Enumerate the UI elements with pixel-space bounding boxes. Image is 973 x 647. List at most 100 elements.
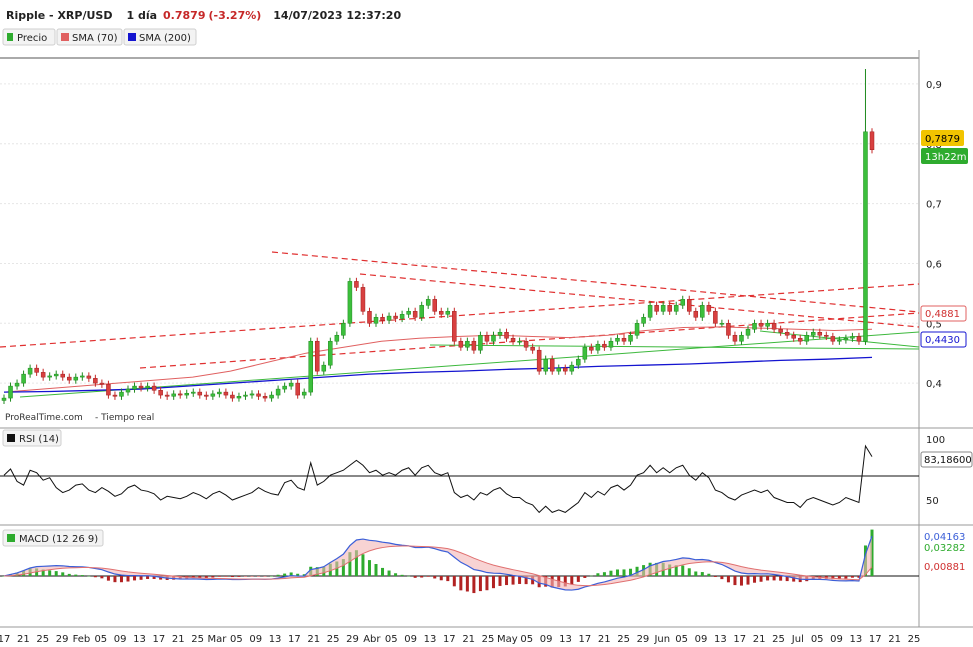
candle <box>536 346 542 375</box>
macd-histogram-bar <box>198 576 202 578</box>
candle <box>93 374 98 387</box>
timer-badge <box>921 148 968 164</box>
candle <box>510 334 516 345</box>
macd-histogram-bar <box>126 576 130 582</box>
candle <box>145 382 150 392</box>
macd-histogram-bar <box>792 576 796 582</box>
candle <box>719 319 725 327</box>
candle <box>797 334 803 345</box>
rsi-legend-label: RSI (14) <box>19 434 59 445</box>
candle <box>249 390 255 399</box>
candle <box>667 301 672 315</box>
x-axis-label: 29 <box>346 634 359 645</box>
candle <box>863 68 868 345</box>
macd-histogram-bar <box>531 576 535 585</box>
x-axis-label: 05 <box>385 634 398 645</box>
candle <box>99 379 105 388</box>
x-axis-label: 13 <box>559 634 572 645</box>
support-line-horizontal <box>429 344 920 350</box>
candle <box>80 372 85 381</box>
macd-line <box>3 535 873 591</box>
rsi-value-badge-text: 83,18600 <box>924 455 972 466</box>
macd-histogram-bar <box>726 576 730 583</box>
macd-histogram-bar <box>204 576 208 578</box>
x-axis-label: 25 <box>908 634 921 645</box>
x-axis-label: 13 <box>133 634 146 645</box>
macd-histogram-bar <box>465 576 469 592</box>
price-badges: 0,7879 13h22m 0,4881 0,4430 <box>920 130 968 348</box>
x-axis-label: Feb <box>73 634 91 645</box>
x-axis-label: 21 <box>753 634 766 645</box>
macd-histogram-bar <box>668 564 672 576</box>
trend-lines <box>0 251 920 398</box>
candle <box>850 332 855 342</box>
candle <box>125 385 131 396</box>
candle <box>563 364 568 375</box>
candle <box>804 331 809 345</box>
candle <box>47 372 52 381</box>
macd-histogram-bar <box>857 576 861 578</box>
macd-histogram-bar <box>622 569 626 576</box>
macd-histogram-bar <box>700 572 704 576</box>
macd-histogram-bar <box>576 576 580 582</box>
candle <box>315 337 320 375</box>
chart-header: Ripple - XRP/USD 1 día 0.7879 (-3.27%) 14/07… <box>6 9 401 22</box>
macd-histogram-bar <box>713 576 717 577</box>
macd-histogram-bar <box>100 576 104 579</box>
x-axis-label: 21 <box>172 634 185 645</box>
candle <box>471 337 477 354</box>
rsi-value-badge <box>920 451 973 468</box>
macd-histogram-bar <box>472 576 476 594</box>
macd-histogram-bar <box>348 552 352 576</box>
instrument-label: Ripple - XRP/USD <box>6 9 112 22</box>
candle <box>164 391 170 400</box>
sma70-legend-label: SMA (70) <box>72 33 118 44</box>
macd-histogram-bar <box>753 576 757 583</box>
macd-histogram-bar <box>74 574 78 576</box>
change-label: (-3.27%) <box>208 9 261 22</box>
candle <box>771 319 777 333</box>
x-axis-label: 13 <box>424 634 437 645</box>
macd-legend[interactable]: MACD (12 26 9) <box>2 529 104 547</box>
candle <box>869 128 875 154</box>
candle <box>236 392 242 402</box>
price-tick-label: 0,7 <box>926 200 942 211</box>
x-axis-label: 17 <box>0 634 10 645</box>
x-axis-label: May <box>497 634 518 645</box>
price-tick-label: 0,5 <box>926 319 942 330</box>
price-tick-label: 0,9 <box>926 80 942 91</box>
candle <box>40 368 46 381</box>
candle <box>412 307 418 321</box>
candle <box>791 331 796 342</box>
candle <box>106 380 111 399</box>
candle <box>425 295 431 309</box>
watermark-mode: - Tiempo real <box>95 413 154 423</box>
x-axis-label: 25 <box>36 634 49 645</box>
candle <box>732 331 738 345</box>
rsi-legend[interactable]: RSI (14) <box>2 429 62 447</box>
candle <box>308 337 313 396</box>
macd-histogram-bar <box>426 576 430 577</box>
candle <box>556 364 561 375</box>
candle <box>119 388 124 400</box>
x-axis-label: 21 <box>17 634 30 645</box>
candle <box>706 301 712 315</box>
macd-histogram-bar <box>263 576 267 577</box>
x-axis-label: 29 <box>637 634 650 645</box>
macd-histogram-bar <box>733 576 737 586</box>
candle <box>373 313 379 327</box>
candle <box>275 385 281 399</box>
x-axis-label: 17 <box>153 634 166 645</box>
macd-histogram-bar <box>289 572 293 576</box>
candle <box>243 391 248 400</box>
candle <box>615 334 620 345</box>
ascending-trendline-mid <box>139 312 920 369</box>
x-axis-label: Abr <box>363 634 381 645</box>
macd-histogram-bar <box>283 573 287 576</box>
candle <box>217 388 222 398</box>
candle <box>634 319 640 339</box>
macd-legend-label: MACD (12 26 9) <box>19 534 98 545</box>
candle <box>191 388 196 397</box>
price-legend[interactable]: Precio SMA (70) SMA (200) <box>2 28 197 46</box>
